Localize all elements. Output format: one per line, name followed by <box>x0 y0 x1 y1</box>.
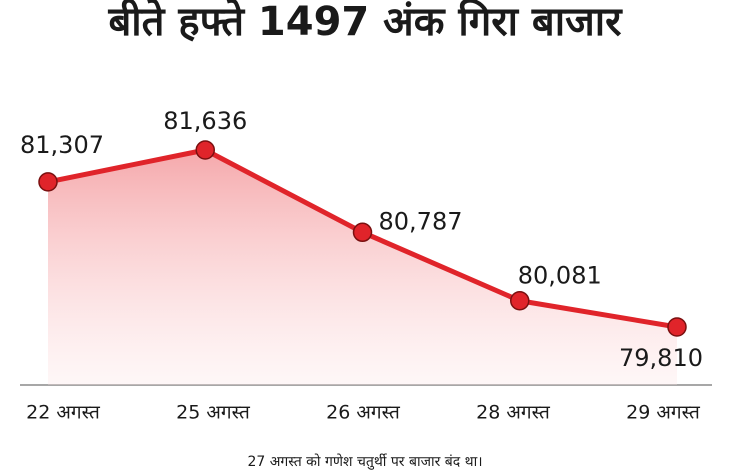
chart-title: बीते हफ्ते 1497 अंक गिरा बाजार <box>107 0 623 45</box>
value-label: 80,787 <box>379 207 463 235</box>
value-label: 79,810 <box>619 344 703 372</box>
x-tick-label: 29 अगस्त <box>626 402 701 424</box>
x-tick-label: 25 अगस्त <box>176 402 251 424</box>
value-label: 80,081 <box>518 262 602 290</box>
point <box>667 317 687 337</box>
value-label: 81,636 <box>163 107 247 135</box>
note: 27 अगस्त को गणेश चतुर्थी पर बाजार बंद था… <box>247 453 482 470</box>
area <box>48 150 677 385</box>
x-tick-label: 28 अगस्त <box>476 402 551 424</box>
value-label: 81,307 <box>20 131 104 159</box>
x-tick-label: 26 अगस्त <box>326 402 401 424</box>
point <box>352 222 373 243</box>
point <box>510 290 530 311</box>
point <box>195 140 215 160</box>
point <box>38 172 58 192</box>
x-tick-label: 22 अगस्त <box>26 402 101 424</box>
